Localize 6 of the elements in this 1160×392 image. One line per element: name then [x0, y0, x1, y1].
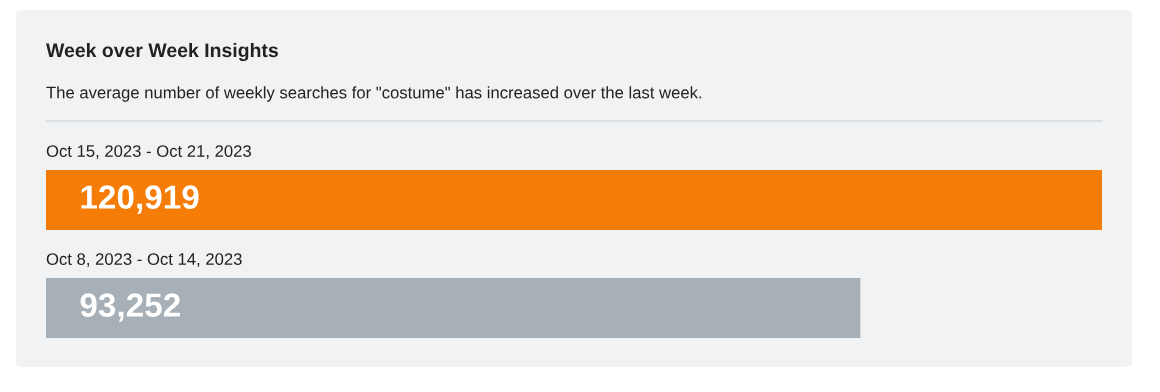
chart-title: Week over Week Insights	[46, 42, 278, 62]
data-label: 93,252	[80, 293, 180, 322]
y-tick-label: Oct 15, 2023 - Oct 21, 2023	[46, 145, 251, 159]
chart-subtitle: The average number of weekly searches for "costume" has increased over the last week.	[46, 86, 702, 102]
y-tick-label: Oct 8, 2023 - Oct 14, 2023	[46, 253, 242, 267]
data-label: 120,919	[81, 185, 199, 214]
